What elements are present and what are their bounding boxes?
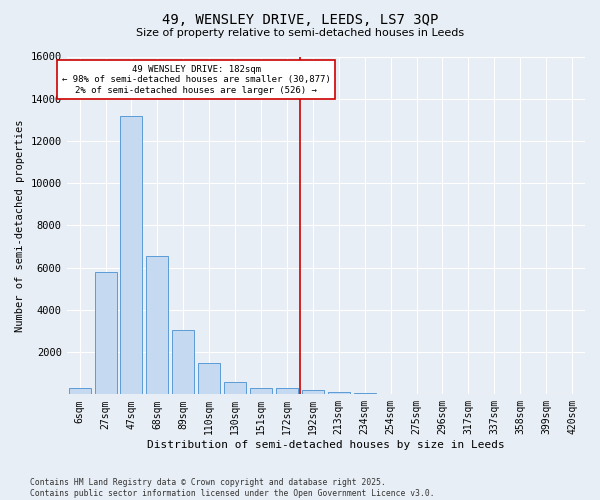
Text: 49 WENSLEY DRIVE: 182sqm
← 98% of semi-detached houses are smaller (30,877)
2% o: 49 WENSLEY DRIVE: 182sqm ← 98% of semi-d…	[62, 65, 331, 94]
Bar	[250, 388, 272, 394]
Text: Size of property relative to semi-detached houses in Leeds: Size of property relative to semi-detach…	[136, 28, 464, 38]
Text: 49, WENSLEY DRIVE, LEEDS, LS7 3QP: 49, WENSLEY DRIVE, LEEDS, LS7 3QP	[162, 12, 438, 26]
Bar	[95, 272, 116, 394]
Y-axis label: Number of semi-detached properties: Number of semi-detached properties	[15, 119, 25, 332]
Bar	[68, 388, 91, 394]
Bar	[302, 390, 324, 394]
Bar	[276, 388, 298, 394]
Text: Contains HM Land Registry data © Crown copyright and database right 2025.
Contai: Contains HM Land Registry data © Crown c…	[30, 478, 434, 498]
Bar	[121, 116, 142, 394]
Bar	[224, 382, 246, 394]
Bar	[328, 392, 350, 394]
Bar	[172, 330, 194, 394]
Bar	[198, 362, 220, 394]
Bar	[353, 393, 376, 394]
X-axis label: Distribution of semi-detached houses by size in Leeds: Distribution of semi-detached houses by …	[147, 440, 505, 450]
Bar	[146, 256, 169, 394]
